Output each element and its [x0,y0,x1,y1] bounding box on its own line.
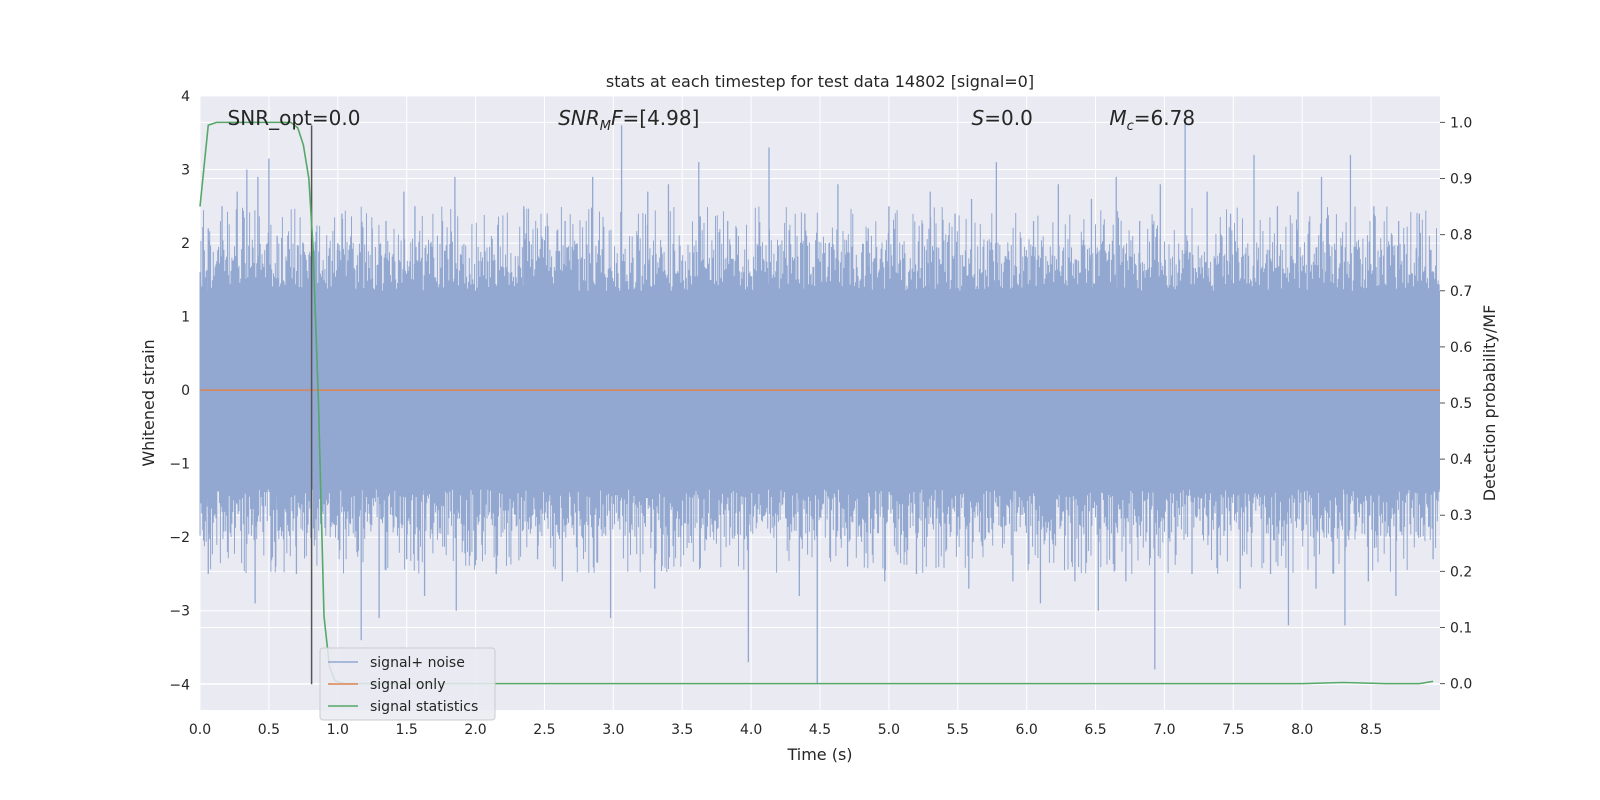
annotations: SNR_opt=0.0 SNRMF=[4.98] S=0.0 Mc=6.78 [228,106,1195,134]
y2-tick-label: 0.9 [1450,172,1472,188]
x-tick-label: 5.0 [878,722,900,738]
x-tick-label: 7.5 [1222,722,1244,738]
x-tick-label: 8.0 [1291,722,1313,738]
legend-box [319,647,496,721]
x-tick-label: 3.5 [671,722,693,738]
annotation-snr-opt: SNR_opt=0.0 [228,106,361,130]
x-tick-label: 4.0 [740,722,762,738]
x-axis: 0.0 0.5 1.0 1.5 2.0 2.5 3.0 3.5 4.0 4.5 5.0 5.5 6.0 6… [189,722,1382,738]
legend-label-noise: signal+ noise [370,655,465,671]
y-tick-label: −1 [169,457,190,473]
chart-title: stats at each timestep for test data 148… [606,72,1034,91]
y2-tick-label: 0.1 [1450,620,1472,636]
y-tick-label: −2 [169,530,190,546]
y2-tick-label: 0.3 [1450,508,1472,524]
x-tick-label: 8.5 [1360,722,1382,738]
y-tick-label: 2 [181,236,190,252]
x-tick-label: 0.5 [258,722,280,738]
x-tick-label: 6.0 [1016,722,1038,738]
y2-tick-label: 0.2 [1450,564,1472,580]
y-tick-label: −3 [169,604,190,620]
y-tick-label: −4 [169,677,190,693]
x-tick-label: 4.5 [809,722,831,738]
y-axis-left: 4 3 2 1 0 −1 −2 −3 −4 [169,89,190,693]
x-tick-label: 3.0 [602,722,624,738]
y2-axis-label: Detection probability/MF [1480,305,1499,502]
x-tick-label: 2.5 [533,722,555,738]
y2-tick-label: 0.5 [1450,396,1472,412]
x-tick-label: 0.0 [189,722,211,738]
x-tick-label: 7.0 [1153,722,1175,738]
x-axis-label: Time (s) [786,745,852,764]
annotation-snr-mf: SNRMF=[4.98] [558,106,699,134]
y2-tick-label: 1.0 [1450,115,1472,131]
legend-label-signal: signal only [370,677,445,693]
x-tick-label: 6.5 [1084,722,1106,738]
y2-tick-label: 0.7 [1450,284,1472,300]
legend-label-stats: signal statistics [370,699,478,715]
x-tick-label: 5.5 [947,722,969,738]
x-tick-label: 2.0 [464,722,486,738]
y2-tick-label: 0.8 [1450,228,1472,244]
legend: signal+ noise signal only signal statist… [319,647,496,721]
y2-tick-label: 0.0 [1450,677,1472,693]
x-tick-label: 1.5 [396,722,418,738]
y-axis-right: 1.0 0.9 0.8 0.7 0.6 0.5 0.4 0.3 0.2 0.1 0.0 [1440,115,1472,693]
y2-tick-label: 0.6 [1450,340,1472,356]
y2-tick-label: 0.4 [1450,452,1472,468]
y-axis-label: Whitened strain [139,339,158,466]
annotation-chirp-mass: Mc=6.78 [1109,106,1195,134]
annotation-s-stat: S=0.0 [972,106,1033,130]
y-tick-label: 1 [181,310,190,326]
y-tick-label: 4 [181,89,190,105]
x-tick-label: 1.0 [327,722,349,738]
y-tick-label: 0 [181,383,190,399]
y-tick-label: 3 [181,163,190,179]
